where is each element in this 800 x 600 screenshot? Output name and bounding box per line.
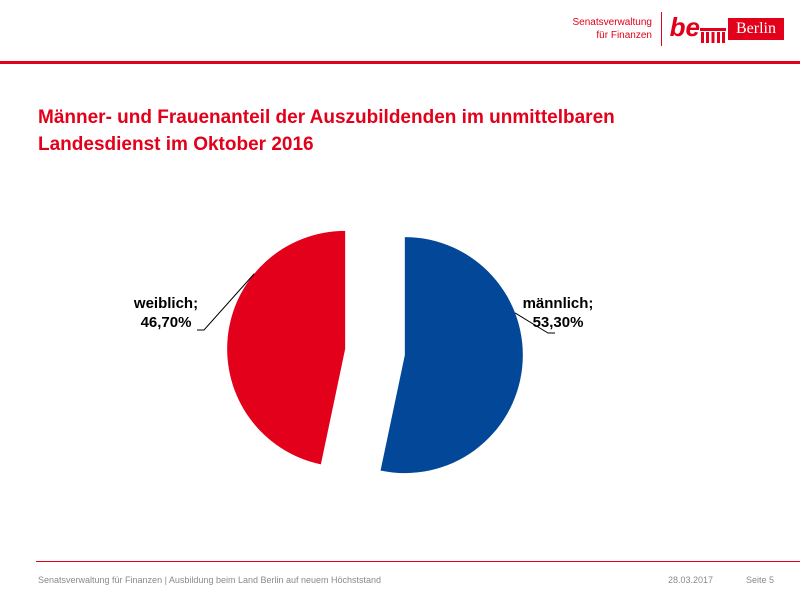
footer-rule <box>36 561 800 562</box>
data-value-männlich: 53,30% <box>533 314 584 331</box>
pie-slice-männlich <box>380 237 523 474</box>
org-name-line2: für Finanzen <box>596 30 652 41</box>
data-label-weiblich: weiblich; <box>133 295 198 312</box>
berlin-logo: Berlin <box>728 18 784 40</box>
page-title: Männer- und Frauenanteil der Auszubilden… <box>38 104 678 158</box>
data-value-weiblich: 46,70% <box>141 314 192 331</box>
logo-divider <box>661 12 662 46</box>
pie-slice-weiblich <box>227 230 346 465</box>
brandenburg-gate-icon <box>700 28 726 43</box>
header-rule <box>0 61 800 64</box>
page-title-line2: Landesdienst im Oktober 2016 <box>38 134 314 155</box>
footer-date: 28.03.2017 <box>668 575 714 585</box>
org-name: Senatsverwaltung für Finanzen <box>573 16 653 42</box>
leader-line-männlich <box>514 312 555 334</box>
leader-line-weiblich <box>197 273 255 331</box>
page-title-line1: Männer- und Frauenanteil der Auszubilden… <box>38 107 615 128</box>
footer-source: Senatsverwaltung für Finanzen | Ausbildu… <box>38 575 382 585</box>
data-label-männlich: männlich; <box>523 295 594 312</box>
org-name-line1: Senatsverwaltung <box>572 17 653 28</box>
footer-page-number: Seite 5 <box>746 575 775 585</box>
be-logo: be <box>669 12 700 42</box>
header-logo: Senatsverwaltung für Finanzen be Berlin <box>554 12 784 48</box>
